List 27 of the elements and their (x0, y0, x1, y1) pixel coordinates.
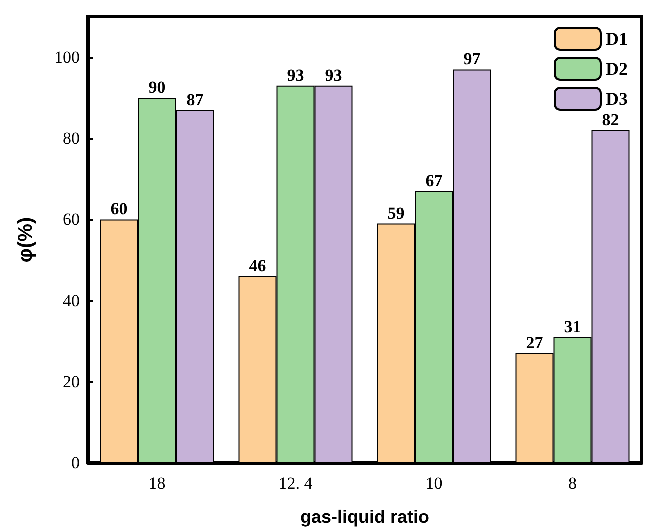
x-tick-label: 8 (568, 474, 577, 493)
data-label: 31 (564, 317, 582, 336)
data-label: 27 (526, 334, 544, 353)
y-tick-label: 20 (63, 372, 80, 392)
x-axis-title: gas-liquid ratio (300, 507, 430, 527)
x-tick-label: 10 (426, 474, 443, 493)
y-axis-title: φ(%) (15, 217, 37, 263)
data-label: 67 (426, 171, 444, 190)
data-label: 46 (249, 256, 266, 276)
data-label: 87 (186, 90, 204, 110)
data-label: 82 (602, 110, 620, 130)
data-label: 90 (148, 78, 166, 98)
data-label: 97 (464, 50, 482, 69)
data-label: 60 (110, 200, 128, 219)
legend-label: D3 (606, 89, 628, 109)
y-tick-label: 100 (54, 48, 80, 68)
data-label: 59 (388, 204, 405, 223)
y-tick-label: 0 (72, 454, 80, 472)
x-tick-label: 18 (148, 474, 166, 493)
y-tick-label: 60 (63, 210, 80, 230)
y-tick-label: 80 (63, 129, 80, 148)
legend-label: D1 (606, 29, 628, 49)
data-label: 93 (287, 66, 304, 85)
y-tick-label: 40 (63, 291, 80, 310)
x-tick-label: 12. 4 (278, 474, 314, 493)
legend-label: D2 (606, 59, 628, 79)
data-label: 93 (325, 66, 342, 85)
